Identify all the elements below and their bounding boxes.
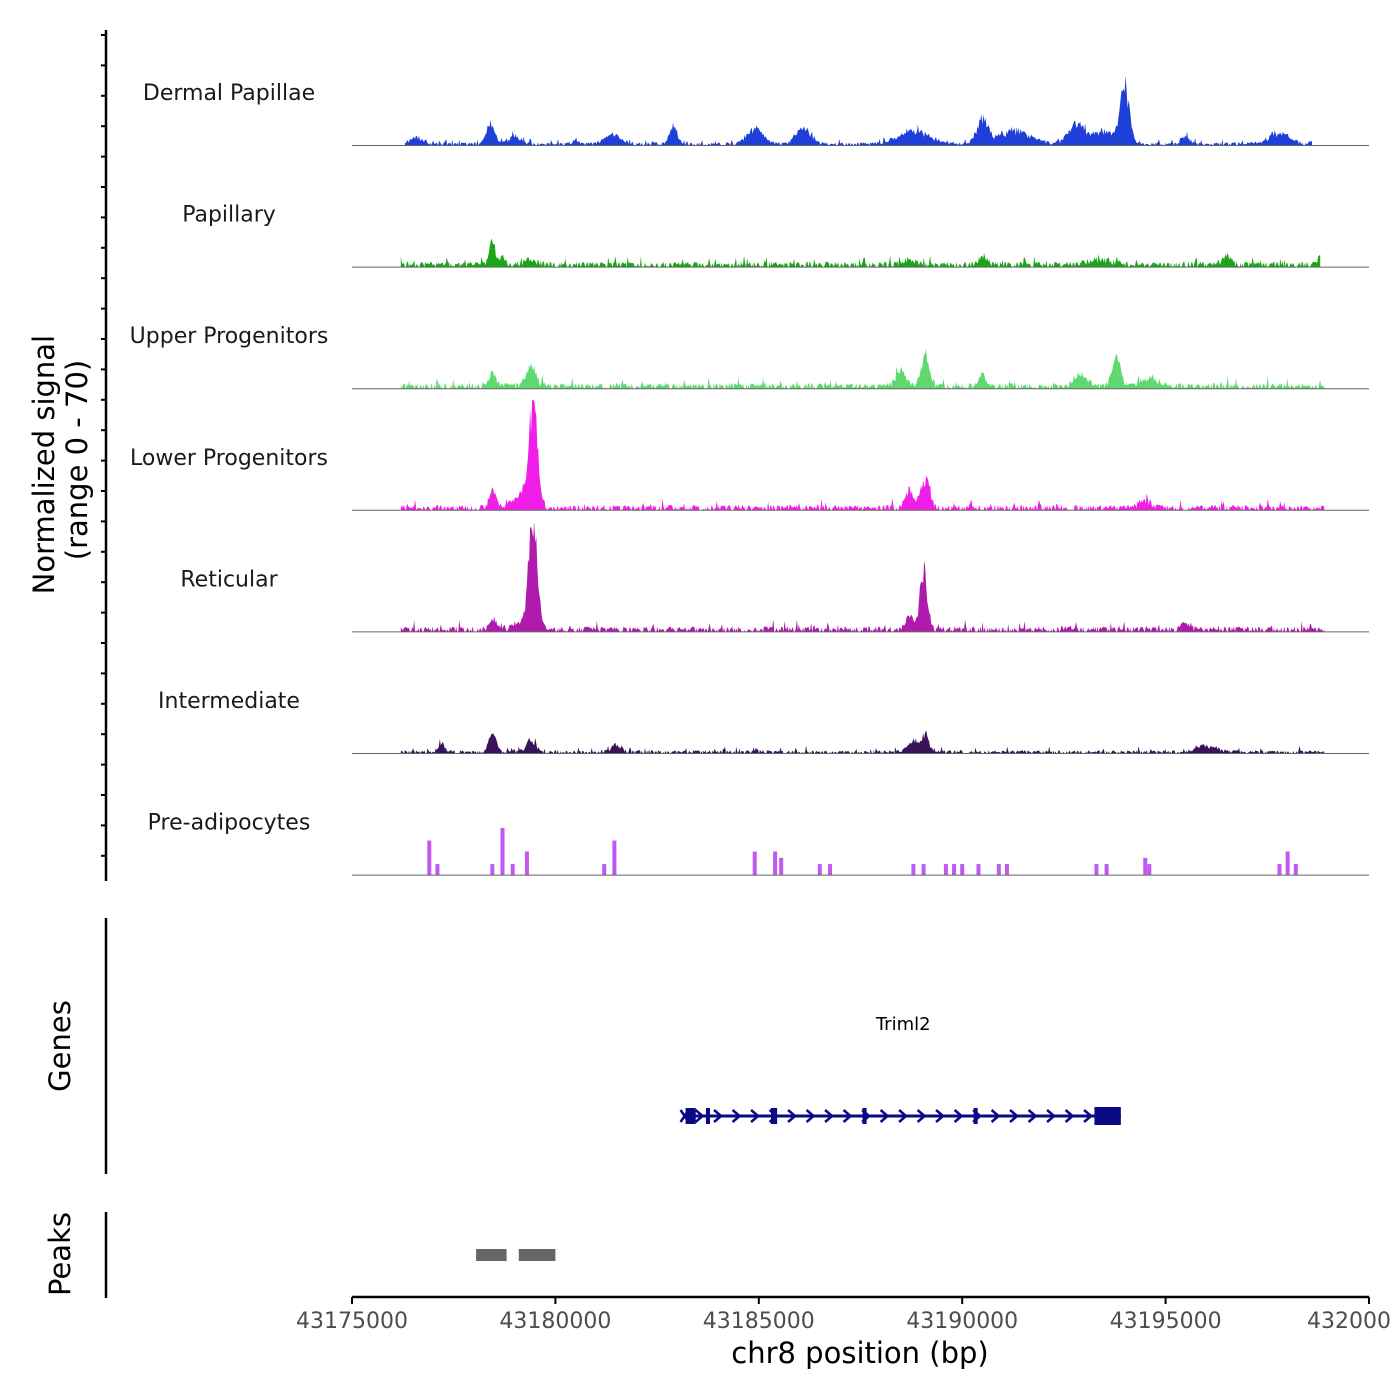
strand-arrow [898, 1109, 908, 1123]
signal-spike [952, 864, 957, 876]
gene-exon [771, 1108, 778, 1124]
strand-arrow [713, 1109, 723, 1123]
coverage-tracks: Dermal Papillae Papillary Upper Progenitor… [130, 75, 1369, 876]
signal-spike [1147, 864, 1152, 876]
strand-arrow [842, 1109, 853, 1123]
strand-arrow [787, 1109, 797, 1123]
strand-arrow [750, 1109, 760, 1123]
strand-arrow [990, 1109, 1001, 1123]
x-tick-label: 43175000 [296, 1309, 408, 1334]
x-tick-label: 43185000 [703, 1309, 815, 1334]
signal-spike [1094, 864, 1099, 876]
gene-model: Triml2 [679, 1014, 1121, 1125]
signal-area [400, 348, 1325, 389]
signal-spike [976, 864, 981, 876]
gene-exon [685, 1108, 696, 1124]
signal-spike [1143, 857, 1148, 876]
signal-spike [773, 851, 778, 876]
genes-panel-title: Genes [43, 1000, 77, 1092]
strand-arrow [879, 1109, 890, 1123]
y-axis-title-line-2: (range 0 - 70) [60, 360, 94, 560]
signal-spike [827, 864, 832, 876]
signal-spike [1004, 864, 1009, 876]
signal-spike [500, 827, 505, 876]
signal-spike [911, 864, 916, 876]
track-label: Intermediate [158, 689, 300, 714]
track-dermal-papillae: Dermal Papillae [143, 75, 1369, 146]
strand-arrow [1027, 1109, 1038, 1123]
signal-spike [602, 864, 607, 876]
peak-region [518, 1249, 556, 1261]
signal-spike [752, 851, 757, 876]
gene-exon [705, 1108, 710, 1124]
signal-spike [779, 857, 784, 876]
y-axis-title: Normalized signal (range 0 - 70) [27, 326, 94, 595]
peaks-panel [104, 1212, 556, 1298]
gene-exon [1094, 1107, 1121, 1125]
track-lower-progenitors: Lower Progenitors [130, 400, 1369, 511]
signal-spike [427, 840, 432, 876]
strand-arrow [916, 1109, 927, 1123]
track-upper-progenitors: Upper Progenitors [130, 324, 1369, 390]
signal-spike [1277, 864, 1282, 876]
signal-spike [510, 864, 515, 876]
signal-area [400, 521, 1325, 632]
track-intermediate: Intermediate [158, 689, 1369, 754]
strand-arrow [1064, 1109, 1075, 1123]
signal-area [400, 238, 1321, 268]
signal-area [404, 75, 1312, 146]
track-label: Papillary [182, 203, 276, 228]
track-label: Dermal Papillae [143, 81, 315, 106]
strand-arrow [1083, 1109, 1094, 1123]
gene-exon [973, 1108, 978, 1124]
x-tick-label: 43180000 [499, 1309, 611, 1334]
x-tick-label: 43190000 [906, 1309, 1018, 1334]
track-papillary: Papillary [182, 203, 1369, 268]
track-label: Pre-adipocytes [148, 811, 311, 836]
signal-spike [817, 864, 822, 876]
signal-spike [921, 864, 926, 876]
genes-panel: Triml2 [104, 918, 1121, 1174]
strand-arrow [935, 1109, 945, 1123]
track-label: Lower Progenitors [130, 446, 328, 471]
strand-arrow [694, 1109, 705, 1123]
signal-spike [612, 840, 617, 876]
signal-spike [490, 864, 495, 876]
signal-spike [996, 864, 1001, 876]
signal-spike [435, 864, 440, 876]
y-axis-title-line-1: Normalized signal [27, 335, 61, 594]
x-axis-title: chr8 position (bp) [731, 1336, 988, 1370]
x-tick-label: 43195000 [1110, 1309, 1222, 1334]
peak-region [476, 1249, 507, 1261]
track-pre-adipocytes: Pre-adipocytes [148, 811, 1369, 876]
strand-arrow [824, 1109, 834, 1123]
peaks-panel-title: Peaks [43, 1212, 77, 1296]
track-label: Upper Progenitors [130, 324, 329, 349]
signal-spike [943, 864, 948, 876]
strand-arrow [1046, 1109, 1057, 1123]
x-tick-label: 432000 [1307, 1309, 1391, 1334]
track-label: Reticular [180, 567, 278, 592]
track-reticular: Reticular [180, 521, 1369, 633]
signal-spike [1285, 851, 1290, 876]
gene-exon [862, 1108, 867, 1124]
strand-arrow [805, 1109, 816, 1123]
strand-arrow [953, 1109, 964, 1123]
signal-spike [1104, 864, 1109, 876]
signal-area [400, 730, 1325, 754]
strand-arrow [731, 1109, 742, 1123]
signal-spike [1293, 864, 1298, 876]
coverage-y-axis [101, 30, 108, 881]
x-axis: 43175000 43180000 43185000 43190000 43195000… [296, 1295, 1391, 1334]
signal-area [400, 400, 1325, 511]
gene-name-label: Triml2 [875, 1014, 931, 1035]
signal-spike [960, 864, 965, 876]
strand-arrow [1009, 1109, 1020, 1123]
signal-spike [524, 851, 529, 876]
